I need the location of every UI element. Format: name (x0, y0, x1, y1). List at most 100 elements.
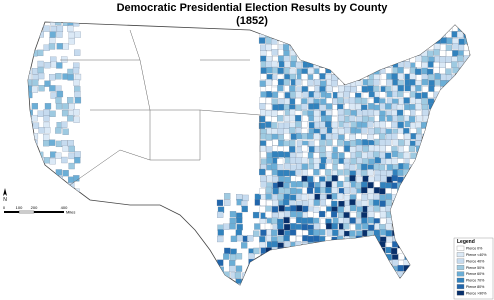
county (344, 271, 351, 278)
county (20, 134, 26, 140)
county (73, 79, 80, 86)
county (452, 223, 459, 230)
county (470, 212, 476, 218)
county (373, 270, 380, 278)
county (326, 85, 333, 92)
county (434, 193, 442, 201)
county (452, 146, 459, 153)
county (458, 98, 465, 105)
legend-label: Pierce 60% (466, 272, 485, 276)
county (416, 248, 423, 255)
county (271, 229, 278, 236)
county (385, 254, 392, 261)
county (373, 229, 381, 237)
county (62, 182, 69, 190)
county (260, 67, 267, 74)
county (271, 60, 278, 68)
county (355, 272, 362, 279)
county (408, 116, 416, 123)
county (386, 79, 393, 86)
county (427, 194, 434, 201)
county (338, 22, 345, 27)
county (403, 277, 410, 284)
county (355, 182, 362, 189)
county (343, 194, 351, 202)
county (332, 229, 339, 236)
county (32, 272, 39, 279)
county (350, 49, 357, 57)
county (43, 140, 50, 147)
county (355, 223, 362, 230)
legend-label: Pierce 50% (466, 266, 485, 270)
county (469, 230, 470, 237)
county (344, 276, 351, 284)
county (289, 73, 297, 81)
county (440, 92, 447, 99)
county (432, 127, 440, 134)
legend-label: Pierce 70% (466, 279, 485, 283)
county (367, 38, 374, 45)
county (308, 277, 315, 284)
legend-swatch (456, 271, 465, 277)
county (379, 151, 386, 159)
county (445, 193, 453, 200)
county (379, 139, 386, 146)
county (344, 32, 351, 39)
county (427, 91, 434, 98)
county (397, 284, 405, 285)
county (422, 44, 429, 51)
county (368, 44, 375, 51)
county (427, 241, 435, 248)
county (260, 270, 267, 278)
county (410, 223, 417, 230)
county (361, 152, 369, 159)
county (451, 169, 458, 176)
county (266, 140, 273, 147)
county (464, 218, 470, 225)
county (67, 22, 74, 26)
county (320, 80, 327, 87)
county (68, 38, 75, 45)
county (415, 241, 422, 248)
county (313, 152, 320, 159)
county (391, 158, 398, 165)
county (289, 32, 296, 40)
county (330, 211, 338, 218)
county (324, 236, 332, 243)
county (403, 128, 410, 135)
county (289, 127, 296, 134)
county (38, 224, 45, 231)
county (428, 212, 436, 219)
county (374, 212, 381, 219)
county (451, 139, 458, 147)
county (433, 188, 441, 195)
county (295, 276, 302, 284)
county (350, 86, 357, 93)
county (452, 212, 459, 219)
county (349, 146, 357, 153)
county (20, 85, 26, 91)
county (31, 22, 38, 26)
county (469, 170, 470, 177)
county (451, 127, 458, 135)
county (44, 259, 51, 266)
county (19, 265, 25, 271)
county (409, 158, 416, 165)
county (289, 254, 296, 261)
county (68, 152, 75, 160)
county (415, 278, 422, 285)
county (349, 175, 356, 182)
county (422, 176, 429, 183)
county (470, 218, 476, 224)
county (320, 241, 327, 248)
county (229, 265, 236, 272)
county (445, 247, 452, 254)
county (325, 266, 332, 273)
county (362, 55, 369, 63)
county (230, 248, 237, 255)
county (380, 259, 388, 267)
county (374, 22, 381, 27)
county (356, 248, 363, 255)
